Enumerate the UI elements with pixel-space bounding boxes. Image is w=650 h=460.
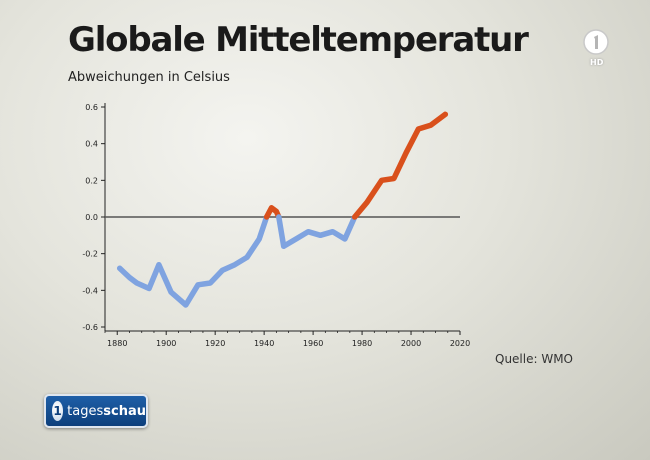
x-tick-label: 2000	[401, 339, 421, 348]
series-line-4	[351, 111, 449, 220]
x-tick-label: 1920	[205, 339, 225, 348]
y-tick-label: -0.4	[82, 286, 98, 295]
ard-one-icon	[583, 29, 609, 55]
x-tick-label: 1900	[156, 339, 176, 348]
source-label: Quelle: WMO	[495, 352, 574, 366]
tagesschau-label: tagesschau	[67, 403, 146, 419]
y-tick-label: 0.2	[85, 176, 98, 185]
series-line-3	[276, 214, 358, 250]
x-tick-label: 1960	[303, 339, 323, 348]
x-tick-label: 2020	[450, 339, 470, 348]
x-tick-label: 1940	[254, 339, 274, 348]
y-tick-label: -0.2	[82, 250, 98, 259]
y-tick-label: 0.4	[85, 140, 98, 149]
hd-label: HD	[590, 58, 604, 67]
series-line-2	[263, 205, 282, 220]
y-tick-label: 0.6	[85, 103, 98, 112]
y-tick-label: 0.0	[85, 213, 98, 222]
y-tick-label: -0.6	[82, 323, 98, 332]
tagesschau-badge: 1 tagesschau	[44, 394, 148, 428]
tagesschau-one-icon: 1	[52, 401, 64, 421]
chart-subtitle: Abweichungen in Celsius	[68, 70, 230, 85]
x-tick-label: 1880	[107, 339, 127, 348]
x-tick-label: 1980	[352, 339, 372, 348]
series-line-1	[116, 214, 270, 308]
chart-title: Globale Mitteltemperatur	[68, 20, 529, 60]
